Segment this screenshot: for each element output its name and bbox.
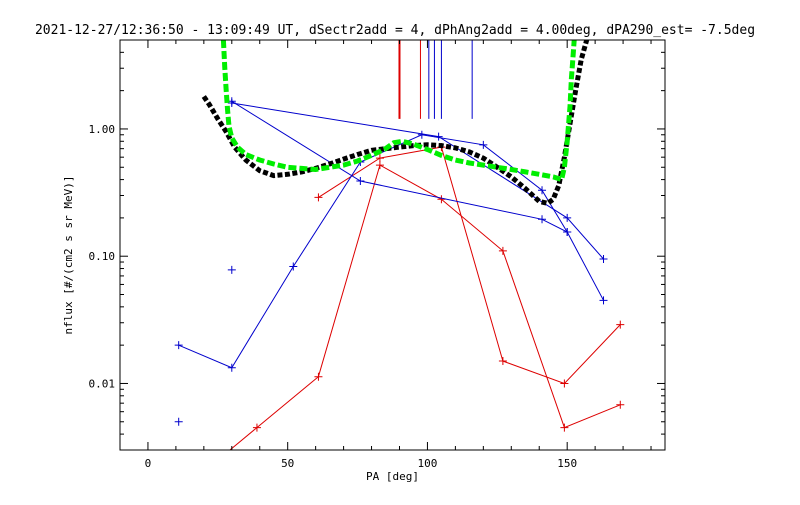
series-3-point-2 bbox=[227, 363, 236, 372]
series-6-point-1 bbox=[174, 417, 183, 426]
chart-title: 2021-12-27/12:36:50 - 13:09:49 UT, dSect… bbox=[35, 23, 755, 38]
x-tick-label-0: 0 bbox=[145, 457, 152, 470]
series-7-curve bbox=[201, 40, 590, 206]
series-6-blue bbox=[174, 265, 236, 426]
plot-content bbox=[174, 40, 625, 464]
series-1-red bbox=[214, 161, 625, 464]
series-1-line bbox=[229, 164, 621, 450]
series-1-point-3 bbox=[314, 372, 323, 381]
series-1-point-4 bbox=[375, 161, 384, 170]
series-3-line bbox=[178, 134, 568, 369]
series-5-line bbox=[231, 102, 604, 260]
series-3-point-6 bbox=[479, 140, 488, 149]
series-4-point-3 bbox=[538, 215, 547, 224]
series-3-blue bbox=[174, 130, 572, 372]
series-4-point-2 bbox=[356, 176, 365, 185]
series-1-point-1 bbox=[214, 456, 222, 464]
series-1-point-7 bbox=[560, 423, 569, 432]
series-8-curve bbox=[220, 40, 577, 183]
series-4-point-4 bbox=[563, 227, 572, 236]
axes: 0 50 100 150 0.01 0.10 1.00 bbox=[89, 39, 665, 470]
series-1-point-6 bbox=[498, 246, 507, 255]
series-2-point-4 bbox=[498, 357, 507, 366]
x-tick-label-50: 50 bbox=[281, 457, 294, 470]
series-5-blue bbox=[227, 98, 608, 264]
series-1-point-5 bbox=[437, 195, 446, 204]
series-2-point-5 bbox=[560, 379, 569, 388]
series-8-green bbox=[220, 40, 577, 183]
y-axis-label: nflux [#/(cm2 s sr MeV)] bbox=[62, 176, 75, 335]
series-5-point-1 bbox=[227, 98, 236, 107]
series-5-point-4 bbox=[599, 255, 608, 264]
series-3-point-7 bbox=[538, 186, 547, 195]
series-1-point-2 bbox=[252, 423, 261, 432]
series-3-point-3 bbox=[289, 262, 298, 271]
y-tick-label-2: 1.00 bbox=[89, 123, 116, 136]
series-1-point-8 bbox=[616, 400, 625, 409]
series-3-point-1 bbox=[174, 341, 183, 350]
plot-frame bbox=[119, 39, 666, 451]
series-5-point-3 bbox=[563, 213, 572, 222]
series-2-line bbox=[318, 146, 621, 385]
y-tick-label-0: 0.01 bbox=[89, 377, 116, 390]
series-2-point-6 bbox=[616, 320, 625, 329]
series-2-point-2 bbox=[375, 154, 384, 163]
y-tick-label-1: 0.10 bbox=[89, 250, 116, 263]
series-2-point-1 bbox=[314, 193, 323, 202]
x-tick-label-150: 150 bbox=[557, 457, 577, 470]
series-6-point-2 bbox=[227, 265, 236, 274]
series-2-red bbox=[314, 143, 625, 388]
series-4-point-5 bbox=[599, 296, 608, 305]
series-7-black bbox=[201, 40, 590, 206]
x-axis-label: PA [deg] bbox=[366, 470, 419, 483]
x-tick-label-100: 100 bbox=[417, 457, 437, 470]
series-5-point-2 bbox=[434, 132, 443, 141]
